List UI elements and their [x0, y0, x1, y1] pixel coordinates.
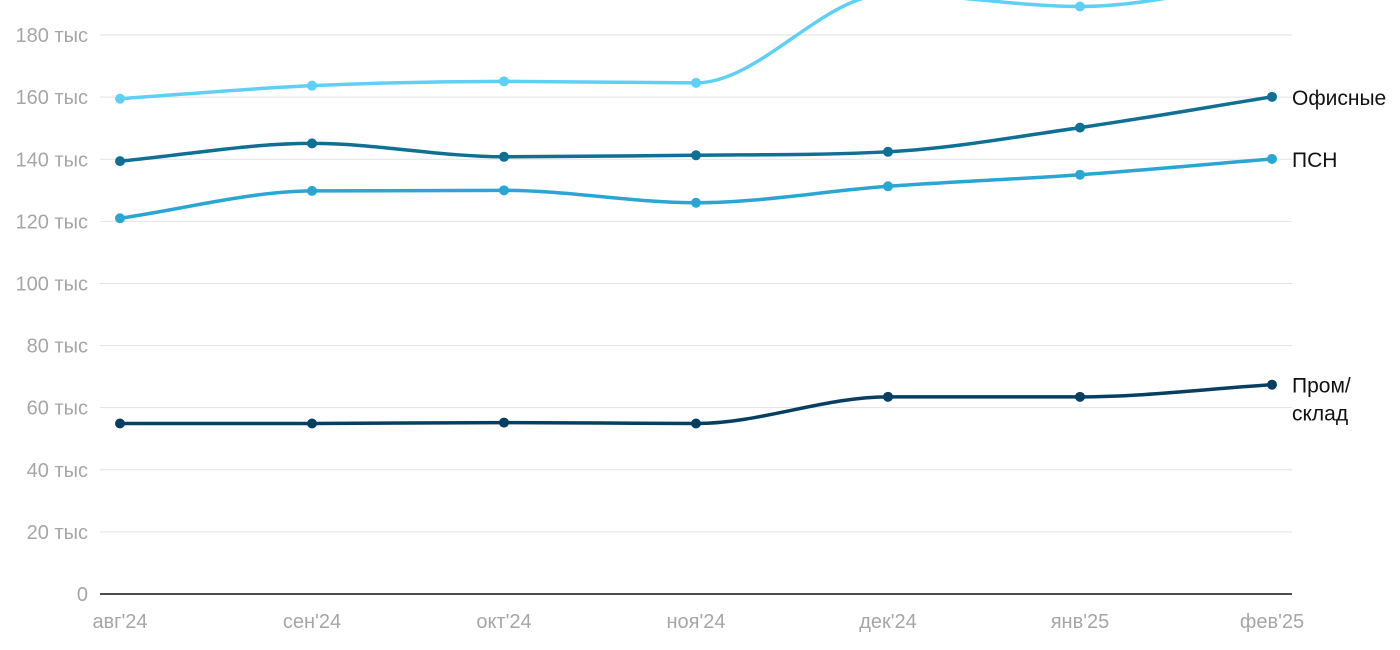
series-line — [118, 157, 1274, 221]
data-point — [499, 185, 509, 196]
data-point — [691, 197, 701, 208]
data-point — [883, 146, 893, 157]
y-tick-label: 40 тыс — [27, 460, 88, 482]
data-point — [883, 181, 893, 192]
x-tick-label: янв'25 — [1051, 611, 1110, 633]
series-1 — [115, 91, 1277, 167]
data-point — [115, 213, 125, 224]
data-point — [691, 418, 701, 429]
series-3 — [115, 379, 1277, 429]
x-tick-label: авг'24 — [92, 611, 147, 633]
y-axis-ticks: 0 20 тыс 40 тыс 60 тыс 80 тыс 100 тыс 120 тыс 1… — [16, 25, 88, 606]
series-line — [118, 382, 1274, 426]
data-point — [1267, 91, 1277, 102]
data-point — [691, 150, 701, 161]
series-label: Офисные — [1292, 87, 1386, 110]
data-point — [1267, 379, 1277, 390]
data-point — [691, 77, 701, 88]
series-labels: ТорговыеОфисныеПСНПром/склад — [1292, 87, 1386, 426]
x-tick-label: фев'25 — [1240, 611, 1304, 633]
y-tick-label: 0 — [77, 584, 88, 606]
series-lines — [115, 0, 1277, 429]
data-point — [499, 151, 509, 162]
data-point — [307, 418, 317, 429]
x-tick-label: ноя'24 — [666, 611, 725, 633]
data-point — [307, 185, 317, 196]
gridlines — [100, 34, 1292, 533]
data-point — [499, 417, 509, 428]
series-label: Пром/ — [1292, 375, 1351, 398]
data-point — [115, 156, 125, 167]
data-point — [115, 93, 125, 104]
data-point — [1075, 391, 1085, 402]
x-tick-label: окт'24 — [476, 611, 531, 633]
x-tick-label: дек'24 — [859, 611, 917, 633]
x-axis-ticks: авг'24 сен'24 окт'24 ноя'24 дек'24 янв'25 фев'… — [92, 611, 1304, 633]
y-tick-label: 80 тыс — [27, 336, 88, 358]
data-point — [1075, 1, 1085, 12]
series-label: склад — [1292, 403, 1348, 426]
x-tick-label: сен'24 — [283, 611, 341, 633]
series-label: ПСН — [1292, 149, 1337, 172]
data-point — [307, 80, 317, 91]
data-point — [1075, 169, 1085, 180]
y-tick-label: 100 тыс — [16, 273, 88, 295]
y-tick-label: 180 тыс — [16, 25, 88, 47]
data-point — [883, 391, 893, 402]
y-tick-label: 20 тыс — [27, 522, 88, 544]
data-point — [499, 76, 509, 87]
data-point — [1267, 153, 1277, 164]
y-tick-label: 140 тыс — [16, 149, 88, 171]
data-point — [307, 138, 317, 149]
y-tick-label: 120 тыс — [16, 211, 88, 233]
series-2 — [115, 153, 1277, 224]
y-tick-label: 60 тыс — [27, 398, 88, 420]
y-tick-label: 160 тыс — [16, 87, 88, 109]
data-point — [115, 418, 125, 429]
data-point — [1075, 122, 1085, 133]
series-0 — [115, 0, 1167, 104]
